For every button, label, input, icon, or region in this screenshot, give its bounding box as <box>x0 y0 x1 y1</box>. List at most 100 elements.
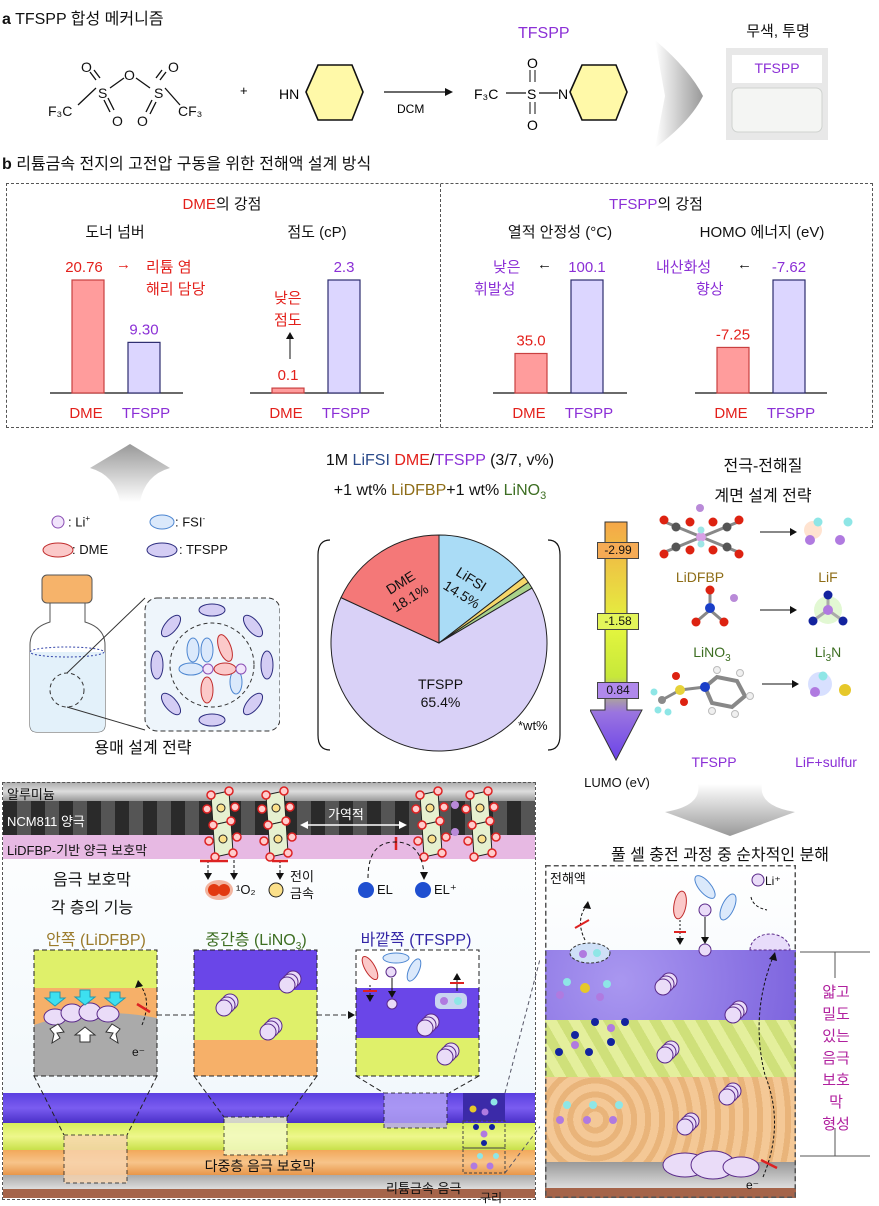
legend-fsi: : FSI- <box>175 514 205 529</box>
result-line: 형성 <box>822 1116 850 1133</box>
transition-metal-label-line1: 전이 <box>290 869 314 884</box>
reaction-arrow: DCM <box>384 88 453 116</box>
ncm811-label: NCM811 양극 <box>7 814 85 829</box>
singlet-oxygen-icon <box>205 880 233 900</box>
lif-product <box>804 517 853 545</box>
strength-bar-charts: 20.76 DME 9.30 TFSPP 0.1 DME 2.3 TFSPP 35.0 DME 10… <box>50 259 827 422</box>
transition-metal-label-line2: 금속 <box>290 886 314 901</box>
chart-title-donor-number: 도너 넘버 <box>85 224 145 241</box>
result-line: 밀도 <box>822 1006 850 1023</box>
outer-layer-heading: 바깥쪽 (TFSPP) <box>360 932 472 949</box>
atom-label: O <box>527 55 538 71</box>
vial-caption: 무색, 투명 <box>746 23 810 40</box>
singlet-oxygen-label: ¹O₂ <box>236 882 256 897</box>
panel-label-b: b <box>2 156 12 173</box>
tfspp-name: TFSPP <box>609 196 658 213</box>
bar-dme <box>716 346 750 394</box>
bar-tfspp <box>570 279 604 394</box>
atom-label: O <box>112 113 123 129</box>
atom-label: O <box>137 113 148 129</box>
thermal-annotation-arrow: ← <box>537 256 552 273</box>
li-ion-symbol <box>51 515 65 529</box>
reversible-label: 가역적 <box>328 807 364 822</box>
pie-label: 65.4% <box>421 694 461 710</box>
copper-label: 구리 <box>480 1191 503 1205</box>
dme-symbol <box>42 542 74 558</box>
atom-label: O <box>81 59 92 75</box>
heading-sub: 3 <box>295 941 302 953</box>
li3n-product <box>808 590 848 626</box>
additive-molecules <box>650 504 853 718</box>
cathode-crystal <box>202 786 242 862</box>
left-bracket <box>317 539 331 751</box>
lino3-molecule <box>691 585 738 627</box>
transition-metal-icon <box>268 882 284 898</box>
formula-lino3: LiNO <box>503 482 541 499</box>
solvent-label: DCM <box>397 102 424 116</box>
li-ion-label: Li⁺ <box>765 874 781 888</box>
chart-title-viscosity: 점도 (cP) <box>287 224 347 241</box>
category-label: DME <box>714 405 747 422</box>
tfspp-symbol <box>146 542 178 558</box>
pie-slice-dme <box>340 534 440 644</box>
bar-tfspp <box>127 341 161 394</box>
formula-part: (3/7, v%) <box>485 452 555 469</box>
formula-part: / <box>429 452 435 469</box>
lumo-value-lidfbp: -2.99 <box>597 542 639 559</box>
category-label: TFSPP <box>122 405 170 422</box>
bar-value-label: 35.0 <box>516 332 545 349</box>
atom-label: CF₃ <box>178 103 202 119</box>
strengths-panel <box>6 183 873 428</box>
bar-value-label: 100.1 <box>568 259 606 276</box>
chart-title-homo-energy: HOMO 에너지 (eV) <box>699 224 825 241</box>
bar-value-label: 2.3 <box>334 259 355 276</box>
tfspp-structure: F₃C S N O O <box>474 55 628 133</box>
middle-layer-heading: 중간층 (LiNO3) <box>205 926 306 952</box>
decomposition-illustration <box>545 865 796 1198</box>
atom-label: S <box>98 85 107 101</box>
thermal-annotation-line1: 낮은 <box>493 259 521 276</box>
arrow-right-icon <box>655 40 703 148</box>
lumo-axis-label: LUMO (eV) <box>584 775 650 790</box>
formula-lifsi: LiFSI <box>352 452 390 469</box>
thickness-bracket <box>800 951 870 1157</box>
name-sub: 3 <box>725 652 731 664</box>
lithium-anode-label: 리튬금속 음극 <box>386 1181 462 1196</box>
bar-value-label: 0.1 <box>278 367 299 384</box>
atom-label: F₃C <box>48 103 72 119</box>
formula-lidfbp: LiDFBP <box>391 482 447 499</box>
arrow-up-icon <box>90 444 170 502</box>
bar-dme <box>71 279 105 394</box>
formula-subscript: 3 <box>540 490 547 503</box>
middle-layer-detail <box>193 949 318 1156</box>
donor-annotation-line2: 해리 담당 <box>146 281 206 298</box>
atom-label: O <box>124 67 135 83</box>
right-bracket <box>547 539 561 751</box>
arrow-up-icon <box>286 332 294 359</box>
cathode-crystal <box>461 786 501 862</box>
homo-annotation-line1: 내산화성 <box>656 259 712 276</box>
function-title-line1: 음극 보호막 <box>52 872 132 889</box>
bar-tfspp <box>772 279 806 394</box>
donor-annotation-line1: 리튬 염 <box>146 259 192 276</box>
category-label: TFSPP <box>322 405 370 422</box>
title-suffix: 의 강점 <box>215 196 262 213</box>
atom-label: O <box>168 59 179 75</box>
outer-layer-detail <box>355 949 480 1129</box>
oxidized-electrolyte-icon <box>415 882 431 898</box>
additive-name-lino3: LiNO3 <box>693 644 730 664</box>
li-ion-icon <box>751 873 765 887</box>
legend-li: : Li+ <box>68 514 90 529</box>
bar-dme <box>514 352 548 394</box>
electrolyte-formula-line2: +1 wt% LiDFBP+1 wt% LiNO3 <box>334 482 546 502</box>
oxidized-electrolyte-label: EL⁺ <box>434 882 457 897</box>
legend-sup: + <box>85 514 91 523</box>
bar-tfspp <box>327 279 361 394</box>
atom-label: O <box>527 117 538 133</box>
result-line: 음극 <box>822 1050 850 1067</box>
bottle-cap <box>41 574 93 604</box>
bar-value-label: 9.30 <box>129 321 158 338</box>
piperidine-structure: HN <box>279 64 364 121</box>
legend-text: : FSI <box>175 514 203 530</box>
